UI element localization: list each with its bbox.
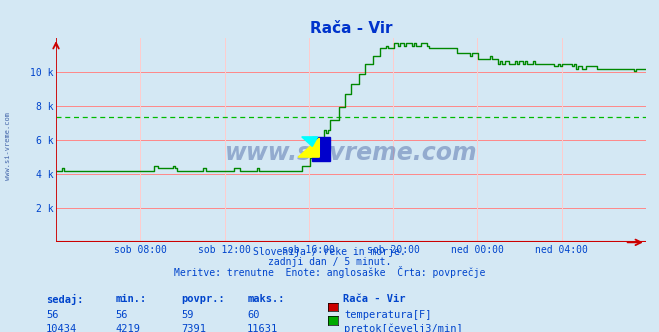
Text: 7391: 7391: [181, 324, 206, 332]
Text: 11631: 11631: [247, 324, 278, 332]
Text: zadnji dan / 5 minut.: zadnji dan / 5 minut.: [268, 257, 391, 267]
Title: Rača - Vir: Rača - Vir: [310, 21, 392, 36]
Text: min.:: min.:: [115, 294, 146, 304]
Text: temperatura[F]: temperatura[F]: [344, 310, 432, 320]
Text: 4219: 4219: [115, 324, 140, 332]
Text: 56: 56: [46, 310, 59, 320]
Text: www.si-vreme.com: www.si-vreme.com: [225, 140, 477, 165]
Text: 59: 59: [181, 310, 194, 320]
Text: www.si-vreme.com: www.si-vreme.com: [5, 112, 11, 180]
Text: maks.:: maks.:: [247, 294, 285, 304]
Bar: [312, 137, 330, 161]
Text: pretok[čevelj3/min]: pretok[čevelj3/min]: [344, 324, 463, 332]
Text: 60: 60: [247, 310, 260, 320]
Polygon shape: [302, 137, 318, 146]
Text: Meritve: trenutne  Enote: anglosaške  Črta: povprečje: Meritve: trenutne Enote: anglosaške Črta…: [174, 266, 485, 278]
Text: Rača - Vir: Rača - Vir: [343, 294, 405, 304]
Text: povpr.:: povpr.:: [181, 294, 225, 304]
Polygon shape: [299, 138, 320, 157]
Text: 56: 56: [115, 310, 128, 320]
Text: sedaj:: sedaj:: [46, 294, 84, 305]
Text: Slovenija / reke in morje.: Slovenija / reke in morje.: [253, 247, 406, 257]
Text: 10434: 10434: [46, 324, 77, 332]
